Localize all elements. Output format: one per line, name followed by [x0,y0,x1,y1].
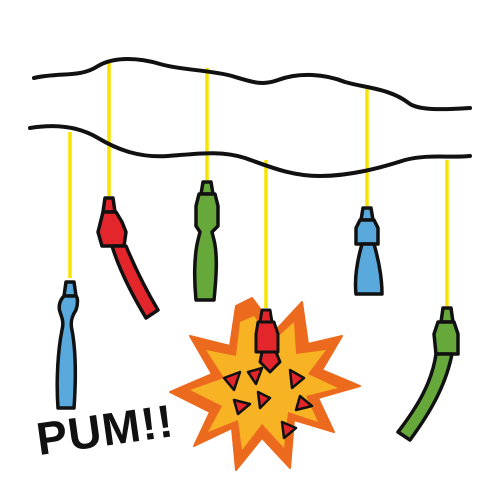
firecracker-body [396,352,454,442]
firecracker-cap [254,320,280,354]
fragment [280,420,298,440]
fuse [359,206,375,222]
fuse [101,196,117,214]
fragment [256,390,272,410]
firecracker-body [353,242,384,296]
fragment [294,394,314,412]
fuse [62,280,78,298]
fuse [258,308,274,324]
ropes [28,57,472,178]
blue-firecracker-left [55,280,80,410]
green-firecracker-center [192,180,220,302]
exploding-firecracker [254,308,282,374]
lower-rope [28,124,472,178]
upper-rope [32,57,472,112]
firecracker-stub [258,350,282,374]
threads [68,62,449,308]
explosion-burst [169,297,361,471]
burst-inner [190,316,338,450]
firecracker-cap [96,210,128,248]
firecracker-cap [432,320,460,356]
firecracker-body [192,192,220,302]
fuse [199,180,215,196]
shrapnel [222,366,314,440]
fragment [288,368,306,390]
fragment [246,366,264,386]
blue-firecracker-right [353,206,384,296]
firecracker-body [110,244,160,320]
firecracker-body [55,294,80,410]
fragment [222,370,242,392]
fuse [439,306,455,324]
firecracker-cap [354,218,380,246]
green-firecracker-right [396,306,460,442]
fragment [232,398,252,416]
red-firecracker [96,196,160,320]
